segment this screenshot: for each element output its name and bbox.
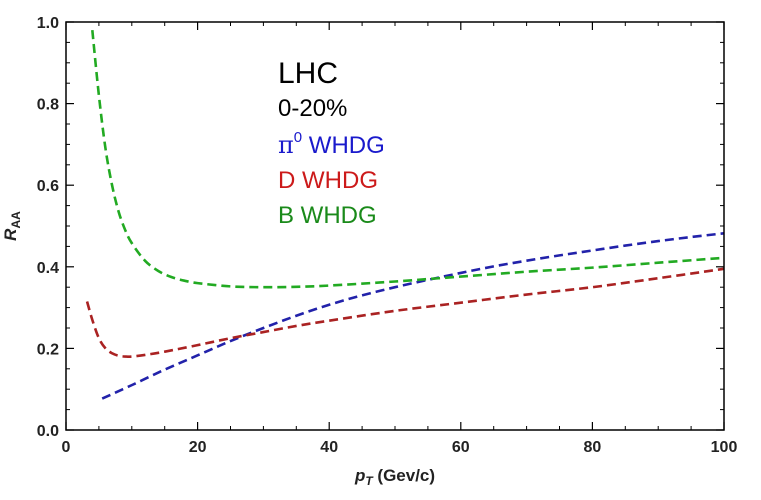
tick-layer: 0 20 40 60 80 100 0.0 0.2 0.4 0.6 0.8 1.0: [37, 15, 738, 456]
y-axis-title-main: R: [1, 228, 20, 241]
x-axis-title: pT (Gev/c): [354, 466, 435, 488]
y-tick-label: 0.2: [37, 341, 59, 358]
pi0-whdg-curve: [101, 232, 725, 400]
x-axis-title-sub: T: [365, 474, 374, 488]
annotation-collider: LHC: [278, 57, 338, 90]
x-tick-label: 100: [711, 439, 738, 456]
pi0-text: WHDG: [302, 132, 385, 159]
y-axis-title-sub: AA: [9, 211, 23, 229]
d-whdg-curve: [85, 267, 725, 359]
y-tick-label: 0.8: [37, 97, 59, 114]
annotation-pi0-label: π0 WHDG: [278, 129, 385, 159]
x-tick-label: 40: [320, 439, 338, 456]
b-whdg-curve: [91, 30, 725, 289]
y-axis-title: RAA: [1, 211, 23, 241]
y-tick-label: 0.4: [37, 260, 59, 277]
pi0-symbol: π: [278, 131, 294, 159]
y-tick-label: 0.6: [37, 178, 59, 195]
x-axis-title-rest: (Gev/c): [373, 466, 435, 485]
x-axis-title-main: p: [354, 466, 365, 485]
x-tick-label: 80: [584, 439, 602, 456]
y-tick-label: 1.0: [37, 15, 59, 32]
x-tick-label: 0: [62, 439, 71, 456]
curve-layer: [85, 30, 725, 400]
x-tick-label: 60: [452, 439, 470, 456]
plot-frame: [65, 21, 725, 431]
y-tick-label: 0.0: [37, 423, 59, 440]
x-tick-label: 20: [189, 439, 207, 456]
annotation-d-label: D WHDG: [278, 167, 378, 194]
pi0-superscript: 0: [294, 129, 302, 146]
annotation-b-label: B WHDG: [278, 202, 377, 229]
annotation-centrality: 0-20%: [278, 95, 347, 122]
